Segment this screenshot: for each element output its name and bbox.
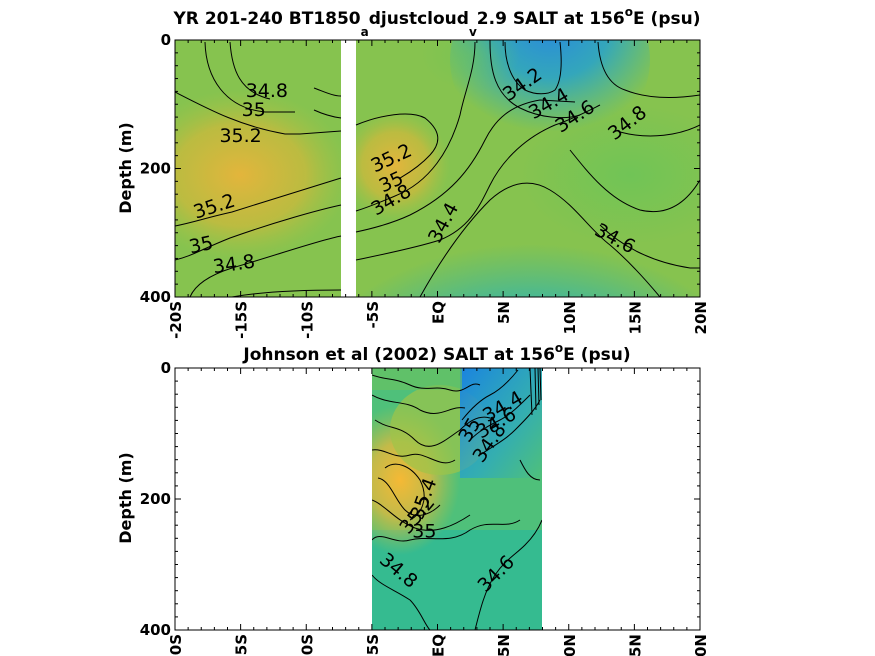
top-x-tick-label: 10N <box>561 301 579 334</box>
top-x-tick-label: 20N <box>692 301 710 334</box>
bottom-x-tick-label: 10N <box>561 634 579 656</box>
bottom-x-tick-label: -5S <box>364 634 382 656</box>
top-ylabel: Depth (m) <box>116 122 135 214</box>
bottom-x-tick-label: 5N <box>495 634 513 656</box>
top-title-sup-o: o <box>625 5 633 19</box>
bottom-title-sup-o: o <box>555 341 563 355</box>
top-x-tick-label: -10S <box>298 301 316 339</box>
top-y-tick-label: 0 <box>161 31 171 49</box>
top-contour-label: 34.8 <box>246 80 288 102</box>
top-x-tick-label: -20S <box>167 301 185 339</box>
bottom-x-tick-label: -10S <box>298 634 316 656</box>
bottom-chart-title: Johnson et al (2002) SALT at 156oE (psu) <box>242 341 630 365</box>
bottom-contour-lines <box>372 368 542 630</box>
bottom-x-tick-label: EQ <box>430 634 448 656</box>
bottom-title-part-2: E (psu) <box>563 345 630 365</box>
bottom-y-tick-label: 200 <box>140 490 171 508</box>
bottom-chart: Johnson et al (2002) SALT at 156oE (psu) <box>116 341 710 656</box>
bottom-x-tick-label: -15S <box>233 634 251 656</box>
top-contour-label: 35.2 <box>219 125 261 147</box>
bottom-contour-label: 35 <box>412 520 436 542</box>
bottom-x-tick-label: -20S <box>167 634 185 656</box>
top-x-tick-label: 15N <box>626 301 644 334</box>
top-y-tick-label: 200 <box>140 160 171 178</box>
top-title-part-2: djustcloud <box>369 9 469 29</box>
top-y-axis: 0 200 400 <box>140 31 700 306</box>
bottom-title-part-1: Johnson et al (2002) SALT at 156 <box>242 345 555 365</box>
top-title-part-3: 2.9 SALT at 156 <box>477 9 625 29</box>
bottom-y-tick-label: 400 <box>140 621 171 639</box>
top-contour-label: 35 <box>242 99 266 121</box>
top-y-tick-label: 400 <box>140 288 171 306</box>
top-x-axis: -20S -15S -10S -5S EQ 5N 10N 15N 20N <box>167 40 710 339</box>
top-x-tick-label: -15S <box>233 301 251 339</box>
top-title-sub-a: a <box>361 25 369 39</box>
bottom-y-axis: 0 200 400 <box>140 359 700 639</box>
bottom-y-tick-label: 0 <box>161 359 171 377</box>
bottom-heatmap <box>372 368 542 630</box>
bottom-ylabel: Depth (m) <box>116 452 135 544</box>
top-x-tick-label: EQ <box>430 301 448 324</box>
top-title-part-1: YR 201-240 BT1850 <box>173 9 361 29</box>
top-title-part-4: E (psu) <box>633 9 700 29</box>
top-chart-title: YR 201-240 BT1850adjustcloudv2.9 SALT at… <box>173 5 701 39</box>
top-contour-label: 35 <box>187 232 215 259</box>
bottom-x-axis: -20S -15S -10S -5S EQ 5N 10N 15N 20N <box>167 368 710 656</box>
top-x-tick-label: 5N <box>495 301 513 324</box>
top-contour-lines <box>175 41 700 297</box>
top-x-tick-label: -5S <box>364 301 382 328</box>
top-title-sub-v: v <box>469 25 477 39</box>
bottom-x-tick-label: 20N <box>692 634 710 656</box>
top-masked-gap <box>341 40 356 297</box>
top-chart: YR 201-240 BT1850adjustcloudv2.9 SALT at… <box>116 5 710 339</box>
bottom-x-tick-label: 15N <box>626 634 644 656</box>
